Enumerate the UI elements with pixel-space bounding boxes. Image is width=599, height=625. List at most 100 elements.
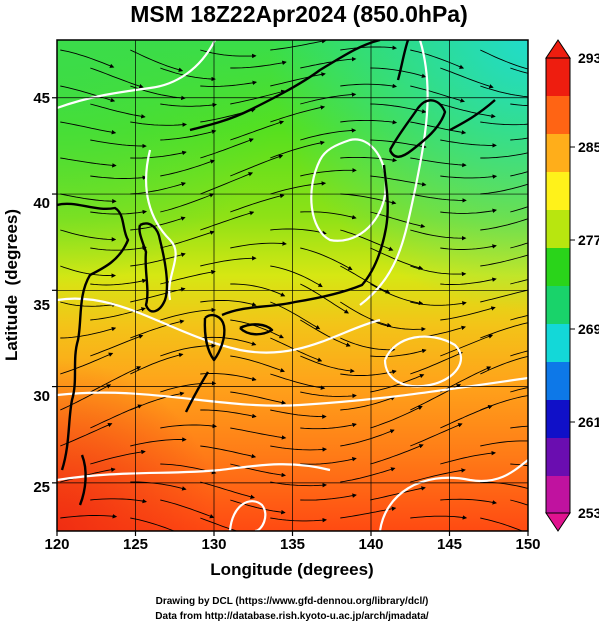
streamline bbox=[200, 336, 257, 346]
isotherm-central bbox=[57, 297, 381, 354]
x-axis-label: Longitude (degrees) bbox=[210, 560, 373, 579]
streamline bbox=[410, 193, 467, 203]
streamline bbox=[440, 366, 492, 393]
streamline bbox=[130, 121, 187, 127]
grid-lines bbox=[57, 40, 528, 531]
streamline bbox=[90, 139, 147, 149]
streamline bbox=[60, 352, 114, 375]
coast-russia-northeast bbox=[189, 40, 381, 132]
streamline bbox=[270, 40, 327, 51]
streamline bbox=[200, 517, 239, 531]
colorbar-band-4 bbox=[546, 172, 570, 210]
streamlines bbox=[60, 40, 599, 531]
streamline bbox=[230, 391, 287, 405]
streamline bbox=[340, 301, 392, 328]
streamline bbox=[580, 121, 599, 140]
streamline bbox=[90, 366, 142, 393]
streamline bbox=[200, 409, 257, 419]
colorbar-band-8 bbox=[546, 324, 570, 362]
streamline bbox=[340, 369, 397, 376]
streamline bbox=[200, 211, 255, 231]
streamline bbox=[200, 49, 257, 59]
streamline bbox=[340, 45, 397, 51]
streamline bbox=[370, 486, 426, 501]
streamline bbox=[270, 265, 323, 288]
streamline bbox=[230, 355, 285, 373]
streamline bbox=[200, 481, 255, 499]
streamline bbox=[230, 463, 286, 478]
streamline bbox=[230, 120, 285, 141]
streamline bbox=[60, 265, 116, 278]
x-tick-label-145: 145 bbox=[437, 536, 462, 553]
streamline bbox=[160, 159, 215, 177]
colorbar: 293 285 277 269 261 253 bbox=[545, 39, 599, 532]
streamline bbox=[230, 427, 287, 440]
streamline bbox=[270, 481, 327, 488]
colorbar-label-269: 269 bbox=[578, 321, 599, 337]
coast-taiwan bbox=[78, 454, 87, 506]
colorbar-band-7 bbox=[546, 286, 570, 324]
streamline bbox=[510, 279, 528, 285]
streamline bbox=[160, 307, 217, 321]
streamline bbox=[300, 56, 357, 69]
streamline bbox=[510, 387, 528, 393]
streamline bbox=[230, 60, 287, 69]
streamline bbox=[480, 254, 528, 267]
streamline bbox=[410, 423, 463, 447]
streamline bbox=[270, 445, 327, 452]
coast-hokkaido bbox=[388, 99, 447, 158]
streamline bbox=[410, 49, 465, 69]
colorbar-bottom-arrow bbox=[545, 512, 571, 532]
colorbar-band-3 bbox=[546, 134, 570, 172]
streamline bbox=[480, 152, 528, 159]
colorbar-frame bbox=[545, 57, 571, 514]
streamline bbox=[60, 514, 118, 519]
streamline bbox=[340, 156, 398, 163]
coast-kuril bbox=[449, 99, 496, 132]
y-tick-label-45: 45 bbox=[33, 90, 50, 107]
streamline bbox=[440, 334, 494, 357]
streamline bbox=[300, 493, 357, 501]
streamline bbox=[230, 499, 286, 515]
y-ticks bbox=[52, 97, 57, 484]
colorbar-band-10 bbox=[546, 400, 570, 438]
streamline bbox=[130, 437, 187, 447]
streamline bbox=[510, 350, 528, 357]
streamline bbox=[510, 206, 528, 213]
streamline bbox=[510, 314, 528, 321]
isotherm-south bbox=[57, 376, 528, 407]
streamline bbox=[480, 49, 528, 70]
streamline bbox=[480, 121, 528, 126]
streamline bbox=[480, 517, 524, 531]
streamline bbox=[270, 181, 327, 195]
streamline bbox=[340, 229, 394, 251]
streamline bbox=[230, 319, 284, 339]
x-tick-labels: 120 125 130 135 140 145 150 bbox=[44, 536, 540, 553]
streamline bbox=[480, 218, 528, 231]
streamline bbox=[60, 193, 117, 204]
streamline bbox=[130, 182, 186, 195]
streamline bbox=[580, 91, 599, 104]
streamline bbox=[230, 241, 287, 249]
streamline bbox=[60, 49, 115, 68]
streamline bbox=[440, 405, 493, 429]
streamline bbox=[410, 468, 466, 483]
streamline bbox=[340, 119, 398, 125]
streamline bbox=[300, 319, 351, 347]
streamline bbox=[300, 422, 357, 430]
colorbar-label-253: 253 bbox=[578, 505, 599, 521]
streamline bbox=[300, 128, 357, 141]
streamline bbox=[300, 168, 357, 177]
streamline bbox=[160, 499, 215, 519]
streamline bbox=[60, 423, 113, 447]
streamline bbox=[160, 129, 217, 141]
streamline bbox=[90, 278, 147, 286]
x-tick-label-120: 120 bbox=[44, 536, 69, 553]
coast-china-mainland bbox=[57, 202, 130, 471]
y-tick-label-40: 40 bbox=[33, 195, 50, 212]
colorbar-ticks bbox=[570, 146, 575, 423]
streamline bbox=[410, 351, 463, 375]
streamline bbox=[130, 49, 184, 72]
coast-honshu bbox=[221, 164, 389, 317]
streamline bbox=[300, 247, 353, 271]
